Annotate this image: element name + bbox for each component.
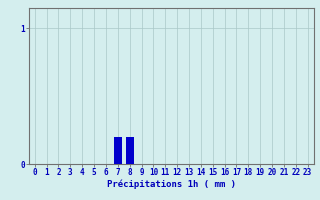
Bar [114,137,122,164]
Bar [125,137,134,164]
X-axis label: Précipitations 1h ( mm ): Précipitations 1h ( mm ) [107,180,236,189]
